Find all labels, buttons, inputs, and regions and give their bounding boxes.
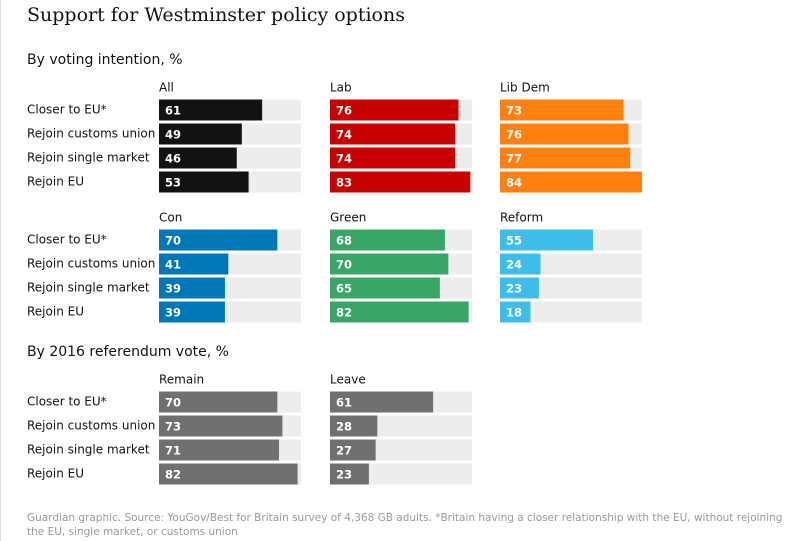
value-label: 73 — [506, 104, 522, 118]
row-label: Closer to EU* — [27, 233, 107, 247]
value-label: 23 — [506, 282, 522, 296]
row-label: Rejoin customs union — [27, 257, 155, 271]
value-label: 70 — [165, 234, 181, 248]
bar — [330, 147, 456, 169]
value-label: 68 — [336, 234, 352, 248]
panel-heading: All — [159, 81, 174, 95]
row-label: Rejoin EU — [27, 305, 84, 319]
row-label: Rejoin single market — [27, 443, 150, 457]
value-label: 24 — [506, 258, 522, 272]
bar — [330, 439, 376, 461]
bar — [159, 463, 298, 485]
bar — [500, 277, 539, 299]
value-label: 76 — [336, 104, 352, 118]
footnote: the EU, single market, or customs union — [27, 526, 238, 538]
bar — [500, 147, 631, 169]
value-label: 39 — [165, 282, 181, 296]
value-label: 76 — [506, 128, 522, 142]
value-label: 73 — [165, 420, 181, 434]
bar — [500, 229, 593, 251]
value-label: 84 — [506, 176, 522, 190]
bar — [330, 123, 456, 145]
value-label: 23 — [336, 468, 352, 482]
bar — [330, 301, 469, 323]
panel-heading: Lib Dem — [500, 81, 550, 95]
value-label: 18 — [506, 306, 522, 320]
bar — [159, 253, 229, 275]
value-label: 39 — [165, 306, 181, 320]
panel-heading: Lab — [330, 81, 352, 95]
row-label: Rejoin EU — [27, 467, 84, 481]
value-label: 82 — [165, 468, 181, 482]
value-label: 70 — [165, 396, 181, 410]
value-label: 61 — [336, 396, 352, 410]
panel-heading: Green — [330, 211, 366, 225]
row-label: Rejoin single market — [27, 281, 150, 295]
bar — [330, 415, 378, 437]
value-label: 82 — [336, 306, 352, 320]
bar — [159, 277, 225, 299]
bar — [500, 99, 624, 121]
value-label: 49 — [165, 128, 181, 142]
bar — [500, 171, 642, 193]
bar — [500, 253, 541, 275]
value-label: 61 — [165, 104, 181, 118]
bar — [159, 99, 263, 121]
bar — [159, 123, 242, 145]
panel-heading: Leave — [330, 373, 366, 387]
row-label: Closer to EU* — [27, 395, 107, 409]
value-label: 70 — [336, 258, 352, 272]
section-heading: By voting intention, % — [27, 52, 183, 68]
bar — [330, 463, 369, 485]
row-label: Closer to EU* — [27, 103, 107, 117]
bar — [500, 301, 531, 323]
value-label: 27 — [336, 444, 352, 458]
row-label: Rejoin customs union — [27, 127, 155, 141]
panel-heading: Reform — [500, 211, 543, 225]
bar — [330, 277, 440, 299]
row-label: Rejoin EU — [27, 175, 84, 189]
value-label: 65 — [336, 282, 352, 296]
bar — [159, 439, 280, 461]
value-label: 71 — [165, 444, 181, 458]
bar — [330, 229, 445, 251]
value-label: 83 — [336, 176, 352, 190]
panel-heading: Remain — [159, 373, 204, 387]
value-label: 55 — [506, 234, 522, 248]
bar — [330, 171, 471, 193]
bar — [330, 99, 459, 121]
panel-heading: Con — [159, 211, 182, 225]
value-label: 28 — [336, 420, 352, 434]
value-label: 74 — [336, 128, 352, 142]
value-label: 46 — [165, 152, 181, 166]
bar — [159, 147, 237, 169]
bar-track — [500, 301, 642, 323]
bar — [330, 391, 434, 413]
bar — [159, 229, 278, 251]
footnote: Guardian graphic. Source: YouGov/Best fo… — [27, 512, 782, 524]
bar — [159, 415, 283, 437]
row-label: Rejoin single market — [27, 151, 150, 165]
bar — [500, 123, 629, 145]
value-label: 74 — [336, 152, 352, 166]
value-label: 41 — [165, 258, 181, 272]
value-label: 77 — [506, 152, 522, 166]
bar — [330, 253, 449, 275]
value-label: 53 — [165, 176, 181, 190]
chart-title: Support for Westminster policy options — [27, 4, 405, 26]
section-heading: By 2016 referendum vote, % — [27, 344, 229, 360]
bar — [159, 301, 225, 323]
bar — [159, 391, 278, 413]
bar — [159, 171, 249, 193]
row-label: Rejoin customs union — [27, 419, 155, 433]
